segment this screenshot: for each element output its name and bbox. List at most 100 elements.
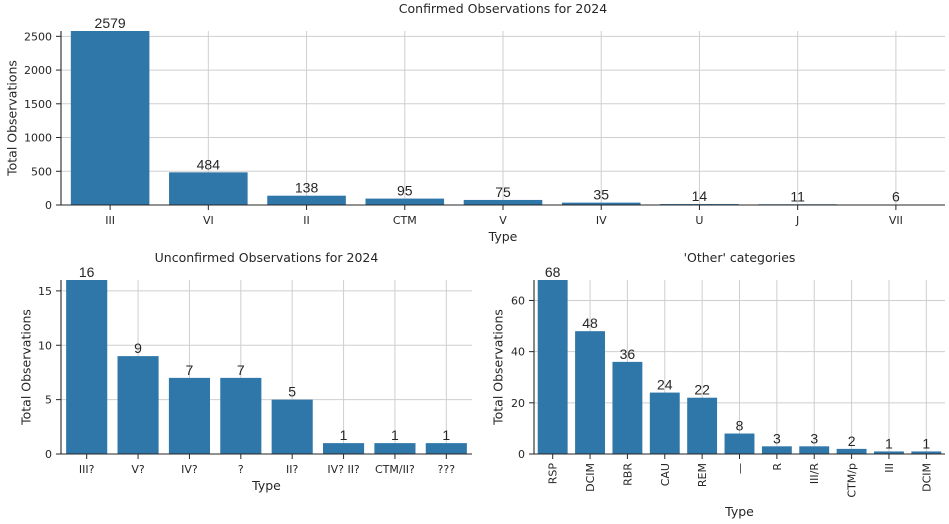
y-axis-label: Total Observations — [5, 60, 20, 177]
data-label: 16 — [79, 264, 95, 280]
x-tick-label: RBR — [621, 463, 634, 486]
bar — [374, 443, 416, 454]
bar — [687, 397, 718, 454]
y-tick-label: 5 — [45, 394, 52, 407]
bar — [425, 443, 467, 454]
y-tick-label: 60 — [511, 294, 525, 307]
bar — [561, 202, 641, 205]
x-tick-label: CAU — [659, 463, 672, 486]
bar — [117, 356, 159, 454]
chart-title: 'Other' categories — [684, 250, 796, 265]
x-tick-label: II? — [286, 463, 298, 476]
x-tick-label: — — [734, 463, 747, 474]
y-tick-label: 2000 — [24, 64, 52, 77]
x-tick-label: V? — [131, 463, 145, 476]
y-tick-label: 2500 — [24, 30, 52, 43]
bar — [66, 280, 108, 454]
data-label: 1 — [922, 435, 930, 451]
y-tick-label: 1500 — [24, 98, 52, 111]
bar — [575, 331, 605, 454]
chart-confirmed: 2579 484 138 95 75 35 14 11 6 0 500 1000 1500 2000 250… — [5, 1, 945, 244]
data-label: 22 — [694, 382, 710, 398]
data-label: 3 — [773, 430, 781, 446]
data-label: 75 — [495, 184, 511, 200]
x-tick-label: REM — [696, 463, 709, 487]
chart-title: Unconfirmed Observations for 2024 — [155, 250, 379, 265]
y-tick-label: 20 — [511, 397, 525, 410]
y-tick-label: 0 — [45, 199, 52, 212]
data-label: 14 — [692, 188, 708, 204]
data-label: 1 — [885, 435, 893, 451]
y-tick-label: 500 — [31, 165, 52, 178]
x-tick-label: DCIM — [584, 463, 597, 492]
data-label: 7 — [186, 362, 194, 378]
x-tick-label: IV? II? — [327, 463, 360, 476]
data-label: 1 — [340, 427, 348, 443]
x-tick-label: III? — [79, 463, 95, 476]
bar — [537, 280, 568, 454]
x-tick-label: J — [795, 214, 799, 227]
bar — [463, 199, 543, 205]
chart-title: Confirmed Observations for 2024 — [399, 1, 607, 16]
data-label: 11 — [790, 188, 805, 204]
bar — [220, 377, 262, 454]
bar — [323, 443, 365, 454]
x-tick-label: ??? — [438, 463, 456, 476]
x-tick-label: R — [771, 463, 784, 471]
x-axis-label: Type — [724, 504, 754, 519]
data-label: 138 — [295, 180, 319, 196]
y-axis-label: Total Observations — [19, 309, 34, 426]
data-label: 2579 — [95, 15, 126, 31]
x-tick-label: VI — [203, 214, 214, 227]
x-axis-label: Type — [251, 478, 281, 493]
y-tick-label: 0 — [45, 448, 52, 461]
x-tick-label: III — [883, 463, 896, 473]
y-tick-label: 15 — [38, 285, 52, 298]
bar — [724, 433, 755, 454]
bar — [70, 31, 150, 205]
data-label: 68 — [545, 264, 561, 280]
bar — [761, 446, 792, 454]
data-label: 9 — [134, 340, 142, 356]
x-axis-label: Type — [488, 229, 518, 244]
bar — [612, 361, 643, 454]
chart-other: 68 48 36 24 22 8 3 3 2 1 1 0 20 40 60 RSP DCIM RBR CAU REM —… — [491, 250, 945, 519]
data-label: 7 — [237, 362, 245, 378]
x-tick-label: CTM/p — [846, 463, 859, 498]
x-tick-label: ? — [238, 463, 244, 476]
x-tick-label: CTM — [393, 214, 417, 227]
bar — [799, 446, 830, 454]
data-label: 95 — [397, 183, 413, 199]
data-label: 2 — [848, 433, 856, 449]
data-label: 1 — [442, 427, 450, 443]
x-tick-label: IV? — [181, 463, 198, 476]
bar — [271, 399, 313, 454]
y-axis-label: Total Observations — [491, 309, 506, 426]
y-tick-label: 10 — [38, 339, 52, 352]
x-tick-label: DCIM — [920, 463, 933, 492]
data-label: 484 — [197, 156, 221, 172]
x-tick-label: CTM/II? — [375, 463, 415, 476]
bar — [836, 448, 867, 454]
x-tick-label: IV — [596, 214, 607, 227]
x-tick-label: VII — [889, 214, 903, 227]
y-tick-label: 1000 — [24, 132, 52, 145]
x-tick-label: III/R — [808, 463, 821, 484]
bar — [911, 451, 942, 454]
x-tick-label: V — [499, 214, 507, 227]
data-label: 6 — [892, 189, 900, 205]
data-label: 36 — [620, 346, 636, 362]
data-label: 1 — [391, 427, 399, 443]
data-label: 3 — [810, 430, 818, 446]
data-label: 5 — [288, 384, 296, 400]
y-tick-label: 0 — [518, 448, 525, 461]
data-label: 8 — [736, 418, 744, 434]
bar — [365, 198, 445, 205]
bar — [168, 377, 210, 454]
y-tick-label: 40 — [511, 346, 525, 359]
bar — [874, 451, 904, 454]
x-tick-label: RSP — [547, 463, 560, 485]
bar — [649, 392, 680, 454]
